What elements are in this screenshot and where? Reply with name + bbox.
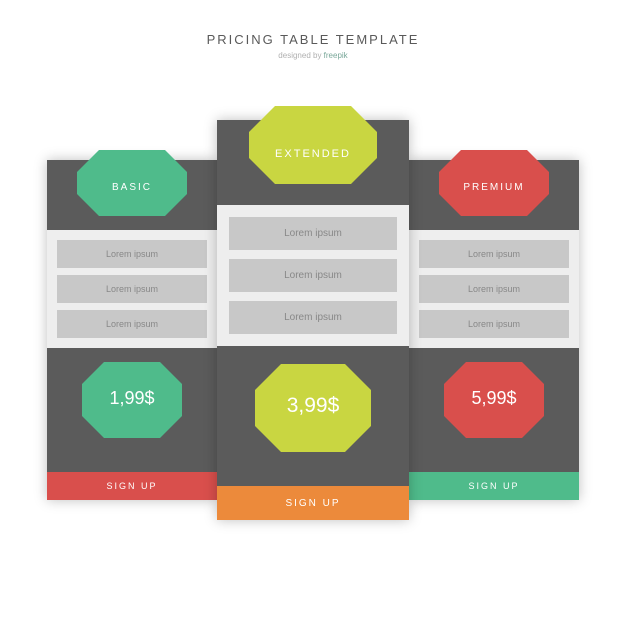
signup-label: SIGN UP: [468, 481, 519, 491]
tier-header: BASIC: [47, 160, 217, 230]
feature-item: Lorem ipsum: [229, 217, 397, 250]
tier-label: PREMIUM: [409, 182, 579, 193]
tier-header: PREMIUM: [409, 160, 579, 230]
feature-item: Lorem ipsum: [57, 310, 207, 338]
pricing-cards-container: BASIC Lorem ipsum Lorem ipsum Lorem ipsu…: [0, 120, 626, 560]
tier-label: BASIC: [47, 182, 217, 193]
price-area: 3,99$: [217, 346, 409, 476]
price-area: 1,99$: [47, 348, 217, 458]
tier-label: EXTENDED: [217, 148, 409, 160]
price-area: 5,99$: [409, 348, 579, 458]
page-title: PRICING TABLE TEMPLATE: [0, 0, 626, 47]
pricing-card-basic: BASIC Lorem ipsum Lorem ipsum Lorem ipsu…: [47, 160, 217, 500]
price-value: 1,99$: [47, 388, 217, 409]
features-list: Lorem ipsum Lorem ipsum Lorem ipsum: [217, 205, 409, 346]
features-list: Lorem ipsum Lorem ipsum Lorem ipsum: [409, 230, 579, 348]
feature-item: Lorem ipsum: [229, 259, 397, 292]
feature-item: Lorem ipsum: [419, 310, 569, 338]
feature-item: Lorem ipsum: [57, 240, 207, 268]
attribution-prefix: designed by: [278, 51, 323, 60]
signup-label: SIGN UP: [106, 481, 157, 491]
tier-header: EXTENDED: [217, 120, 409, 205]
feature-item: Lorem ipsum: [229, 301, 397, 334]
price-value: 5,99$: [409, 388, 579, 409]
features-list: Lorem ipsum Lorem ipsum Lorem ipsum: [47, 230, 217, 348]
attribution-brand: freepik: [324, 51, 348, 60]
signup-button[interactable]: SIGN UP: [217, 486, 409, 520]
feature-item: Lorem ipsum: [419, 275, 569, 303]
signup-label: SIGN UP: [285, 498, 340, 509]
signup-button[interactable]: SIGN UP: [47, 472, 217, 500]
signup-button[interactable]: SIGN UP: [409, 472, 579, 500]
octagon-header-shape: [249, 106, 377, 184]
price-value: 3,99$: [217, 394, 409, 418]
feature-item: Lorem ipsum: [419, 240, 569, 268]
feature-item: Lorem ipsum: [57, 275, 207, 303]
attribution: designed by freepik: [0, 51, 626, 60]
pricing-card-premium: PREMIUM Lorem ipsum Lorem ipsum Lorem ip…: [409, 160, 579, 500]
pricing-card-extended: EXTENDED Lorem ipsum Lorem ipsum Lorem i…: [217, 120, 409, 520]
